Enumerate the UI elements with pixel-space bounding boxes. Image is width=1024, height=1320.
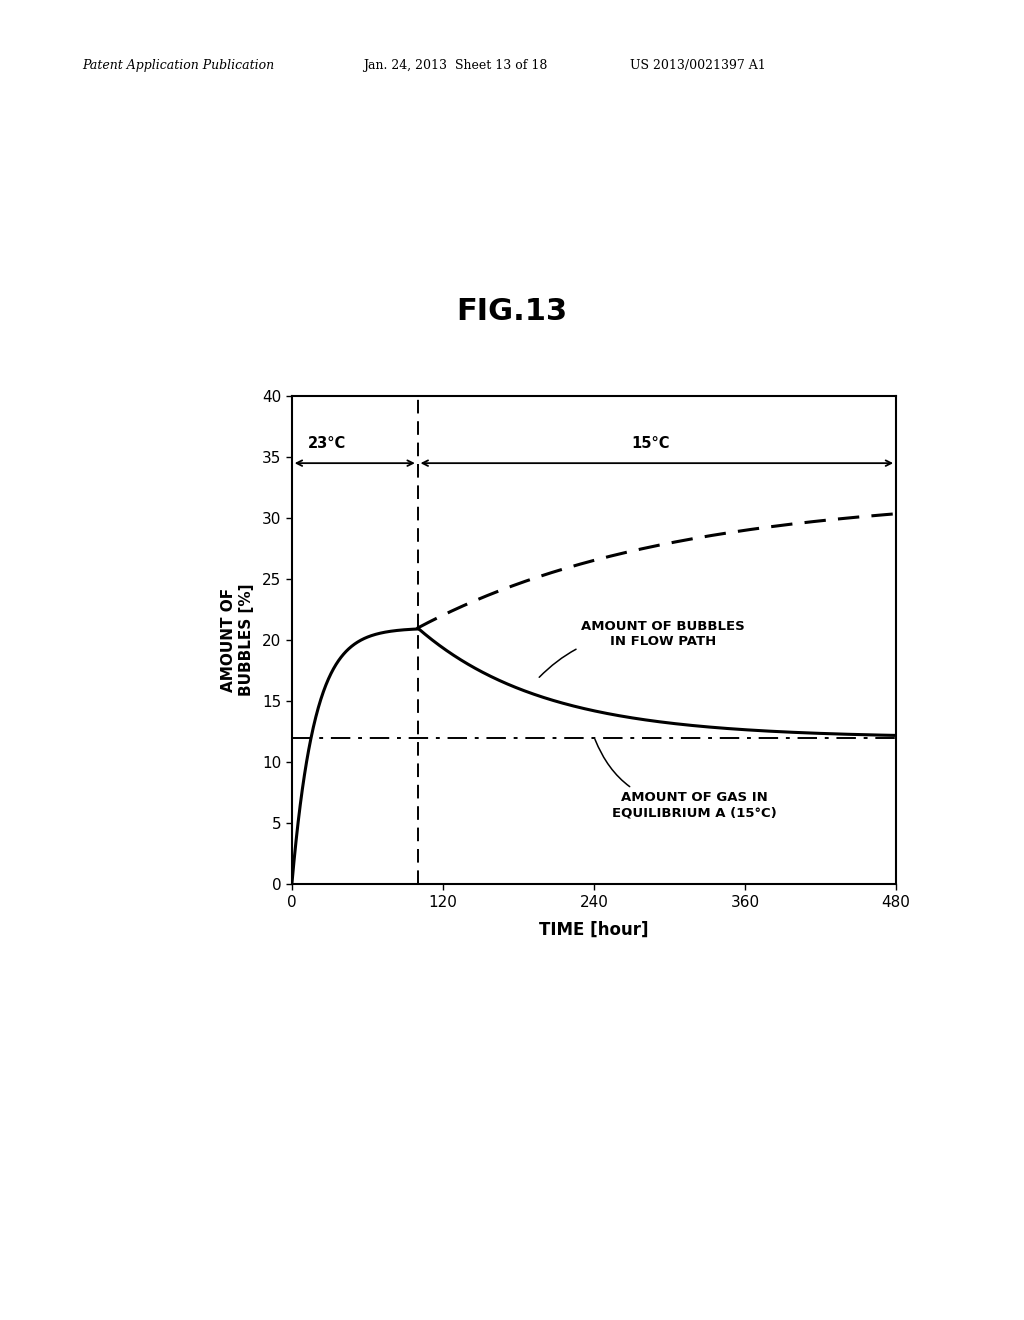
Y-axis label: AMOUNT OF
BUBBLES [%]: AMOUNT OF BUBBLES [%]: [221, 583, 254, 697]
Text: 23°C: 23°C: [308, 436, 346, 451]
Text: FIG.13: FIG.13: [457, 297, 567, 326]
Text: AMOUNT OF BUBBLES
IN FLOW PATH: AMOUNT OF BUBBLES IN FLOW PATH: [540, 620, 745, 677]
Text: Patent Application Publication: Patent Application Publication: [82, 59, 274, 73]
Text: US 2013/0021397 A1: US 2013/0021397 A1: [630, 59, 766, 73]
Text: Jan. 24, 2013  Sheet 13 of 18: Jan. 24, 2013 Sheet 13 of 18: [364, 59, 548, 73]
Text: 15°C: 15°C: [632, 436, 670, 451]
X-axis label: TIME [hour]: TIME [hour]: [540, 921, 648, 939]
Text: AMOUNT OF GAS IN
EQUILIBRIUM A (15°C): AMOUNT OF GAS IN EQUILIBRIUM A (15°C): [595, 739, 777, 818]
